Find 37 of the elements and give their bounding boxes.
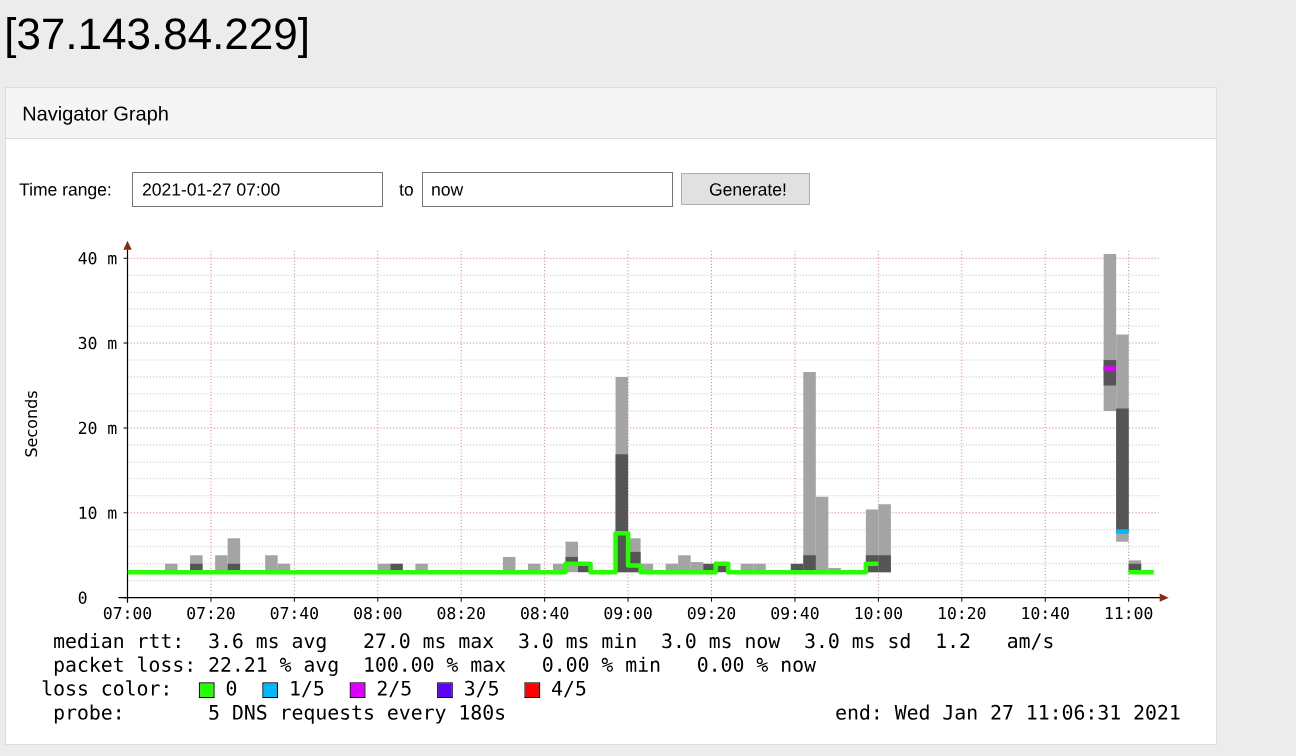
x-tick-label: 08:00 <box>354 606 402 620</box>
legend-label: 0 <box>226 680 237 696</box>
x-tick-label: 09:40 <box>771 606 819 620</box>
y-tick-label: 30 m <box>78 336 117 350</box>
x-tick-label: 07:40 <box>270 606 318 620</box>
y-tick-label: 20 m <box>78 421 117 435</box>
text: now <box>432 186 464 196</box>
x-tick-label: 07:00 <box>103 606 152 620</box>
text: packet loss: 22.21 % avg 100.00 % max 0.00 % min 0.00 % now <box>54 656 816 676</box>
x-tick-label: 07:20 <box>187 606 235 620</box>
legend-title: loss color: <box>42 680 168 696</box>
legend-label: 1/5 <box>291 680 324 698</box>
legend-label: 4/5 <box>552 680 586 698</box>
y-axis-title: Seconds <box>24 391 38 457</box>
bar <box>1116 408 1129 532</box>
x-tick-label: 08:20 <box>437 606 485 620</box>
chart-subtitle: Navigator Graph <box>23 106 168 125</box>
text: Generate! <box>709 183 786 196</box>
x-tick-label: 10:40 <box>1022 606 1069 620</box>
y-tick-label: 0 <box>78 591 87 604</box>
x-tick-label: 10:00 <box>855 606 902 620</box>
x-tick-label: 10:20 <box>939 606 986 620</box>
x-tick-label: 08:40 <box>521 606 569 620</box>
text: to <box>399 184 413 196</box>
text: probe: 5 DNS requests every 180s <box>54 704 505 724</box>
x-tick-label: 09:20 <box>687 606 736 620</box>
legend-label: 2/5 <box>377 680 411 698</box>
x-tick-label: 09:00 <box>604 606 652 620</box>
x-tick-label: 11:00 <box>1105 606 1153 620</box>
chart-title: [37.143.84.229] <box>7 17 307 59</box>
text: Time range: <box>19 182 111 200</box>
text: end: Wed Jan 27 11:06:31 2021 <box>836 704 1180 720</box>
text: 2021-01-27 07:00 <box>142 183 280 196</box>
text: median rtt: 3.6 ms avg 27.0 ms max 3.0 ms min 3.0 ms now 3.0 ms sd 1.2 am/s <box>54 632 1053 653</box>
legend-label: 3/5 <box>465 680 498 698</box>
y-tick-label: 10 m <box>79 506 117 520</box>
y-tick-label: 40 m <box>78 251 117 265</box>
